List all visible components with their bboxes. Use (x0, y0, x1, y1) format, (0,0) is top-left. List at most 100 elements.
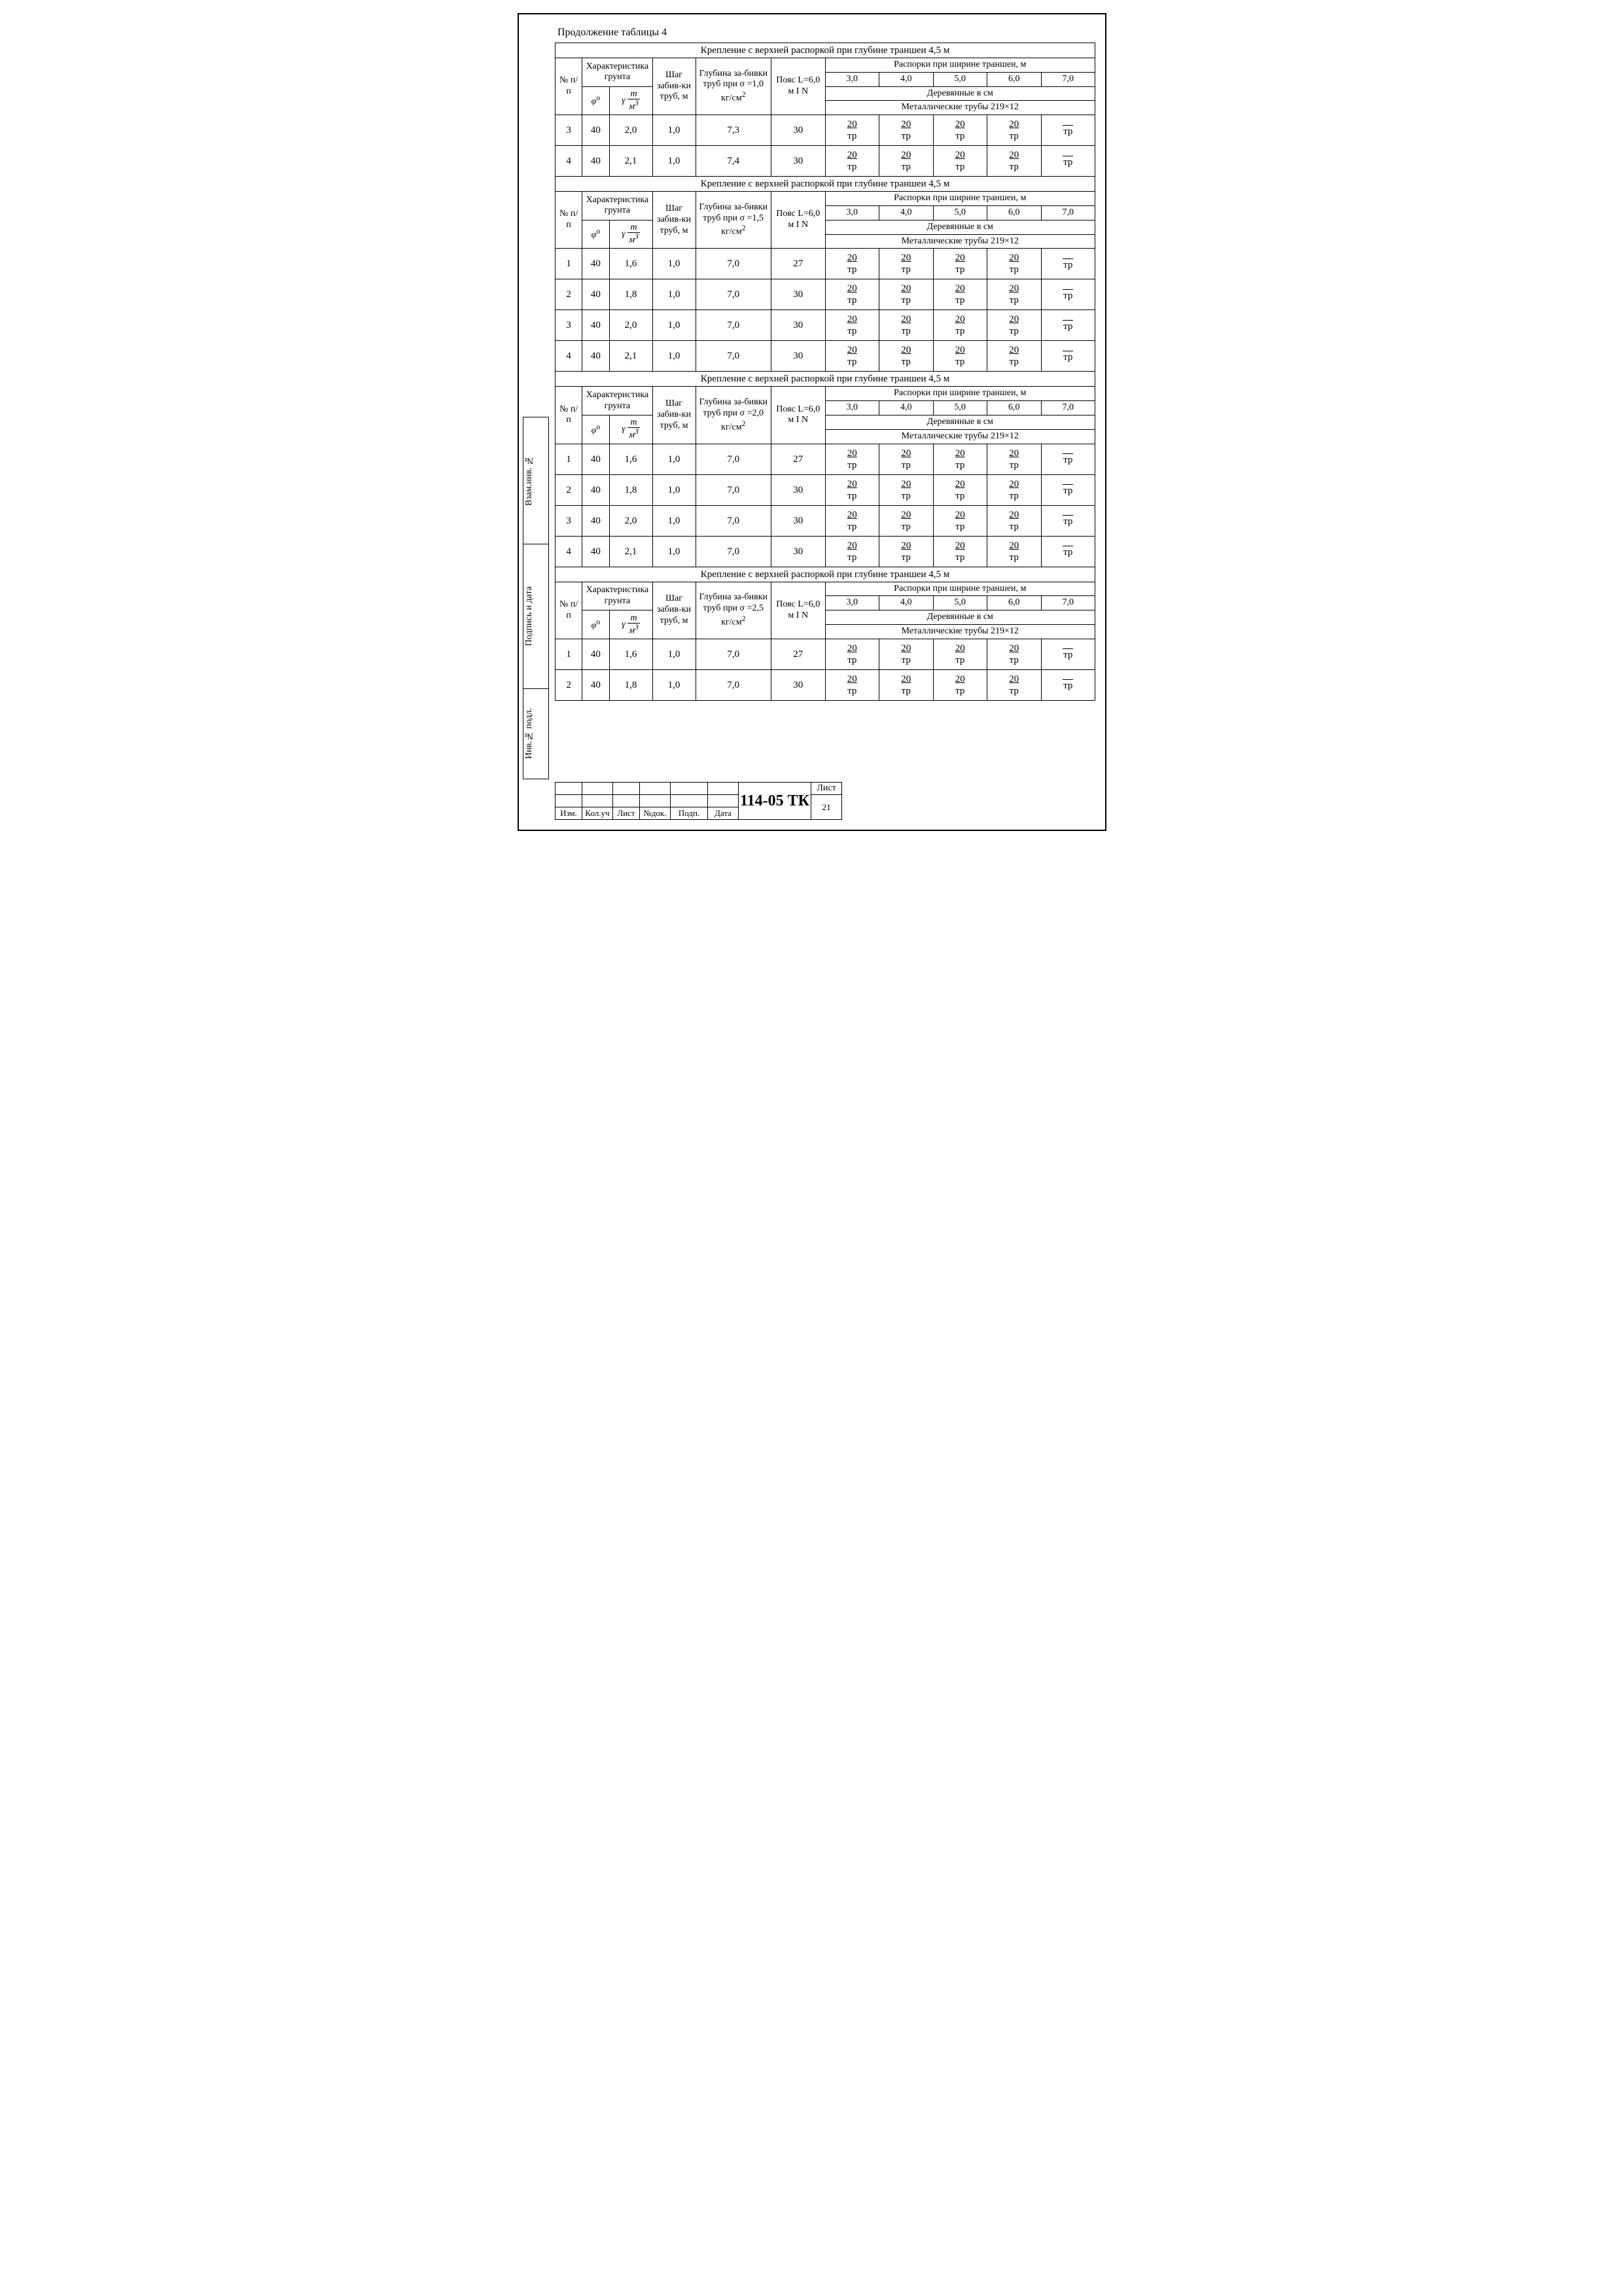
strut-cell: 20тр (879, 474, 934, 505)
strut-cell: 20тр (879, 310, 934, 341)
strut-cell: тр (1041, 474, 1095, 505)
strut-cell: тр (1041, 279, 1095, 310)
cell-phi: 40 (582, 505, 609, 536)
hdr-width: 5,0 (933, 72, 987, 86)
cell-phi: 40 (582, 146, 609, 177)
cell-depth: 7,0 (696, 474, 771, 505)
cell-n: 2 (556, 474, 582, 505)
hdr-width: 5,0 (933, 205, 987, 220)
cell-gamma: 1,8 (609, 669, 652, 700)
cell-depth: 7,3 (696, 115, 771, 146)
cell-phi: 40 (582, 279, 609, 310)
hdr-gamma: γ mм3 (609, 415, 652, 444)
strut-cell: 20тр (933, 474, 987, 505)
cell-n: 2 (556, 279, 582, 310)
hdr-width: 5,0 (933, 596, 987, 610)
cell-phi: 40 (582, 536, 609, 567)
hdr-width: 3,0 (825, 72, 879, 86)
cell-belt: 30 (771, 474, 826, 505)
hdr-gamma: γ mм3 (609, 220, 652, 249)
hdr-width: 6,0 (987, 205, 1042, 220)
strut-cell: 20тр (933, 639, 987, 669)
sheet-label: Лист (811, 783, 842, 795)
hdr-width: 6,0 (987, 596, 1042, 610)
cell-depth: 7,0 (696, 310, 771, 341)
strut-cell: 20тр (825, 505, 879, 536)
strut-cell: 20тр (825, 669, 879, 700)
hdr-npp: № п/п (556, 192, 582, 249)
strut-cell: 20тр (879, 505, 934, 536)
strut-cell: 20тр (933, 115, 987, 146)
main-table: Крепление с верхней распоркой при глубин… (555, 43, 1095, 701)
cell-belt: 30 (771, 115, 826, 146)
cell-depth: 7,0 (696, 341, 771, 372)
cell-depth: 7,0 (696, 669, 771, 700)
strut-cell: тр (1041, 505, 1095, 536)
hdr-gamma: γ mм3 (609, 86, 652, 115)
hdr-phi: φo (582, 415, 609, 444)
strut-cell: 20тр (987, 146, 1042, 177)
cell-n: 1 (556, 639, 582, 669)
cell-step: 1,0 (652, 474, 696, 505)
strut-cell: 20тр (825, 249, 879, 279)
hdr-phi: φo (582, 220, 609, 249)
section-title: Крепление с верхней распоркой при глубин… (556, 372, 1095, 387)
hdr-width: 4,0 (879, 401, 934, 415)
hdr-phi: φo (582, 86, 609, 115)
hdr-struts: Распорки при ширине траншеи, м (825, 582, 1095, 596)
strut-cell: 20тр (933, 310, 987, 341)
side-labels: Инв.№ подл.Подпись и датаВзам.инв. № (523, 417, 549, 779)
hdr-width: 4,0 (879, 72, 934, 86)
hdr-metal: Металлические трубы 219×12 (825, 234, 1095, 249)
hdr-depth: Глубина за-бивки труб при σ =2,5 кг/см2 (696, 582, 771, 639)
cell-n: 1 (556, 249, 582, 279)
hdr-npp: № п/п (556, 387, 582, 444)
tb-col: Подп. (671, 807, 708, 820)
strut-cell: тр (1041, 444, 1095, 474)
cell-phi: 40 (582, 444, 609, 474)
doc-number: 114-05 ТК (739, 783, 811, 820)
hdr-soil: Характеристика грунта (582, 387, 652, 415)
cell-depth: 7,0 (696, 536, 771, 567)
strut-cell: 20тр (933, 505, 987, 536)
hdr-wood: Деревянные в см (825, 220, 1095, 234)
cell-step: 1,0 (652, 536, 696, 567)
strut-cell: 20тр (825, 639, 879, 669)
strut-cell: 20тр (879, 279, 934, 310)
hdr-struts: Распорки при ширине траншеи, м (825, 192, 1095, 206)
strut-cell: 20тр (933, 279, 987, 310)
cell-gamma: 1,6 (609, 444, 652, 474)
cell-step: 1,0 (652, 341, 696, 372)
hdr-width: 7,0 (1041, 205, 1095, 220)
strut-cell: тр (1041, 146, 1095, 177)
strut-cell: 20тр (879, 536, 934, 567)
strut-cell: 20тр (933, 444, 987, 474)
side-label: Инв.№ подл. (524, 704, 535, 763)
hdr-depth: Глубина за-бивки труб при σ =2,0 кг/см2 (696, 387, 771, 444)
strut-cell: 20тр (825, 146, 879, 177)
strut-cell: 20тр (987, 505, 1042, 536)
strut-cell: 20тр (825, 341, 879, 372)
side-label: Подпись и дата (524, 582, 535, 650)
strut-cell: 20тр (825, 444, 879, 474)
cell-depth: 7,0 (696, 639, 771, 669)
cell-gamma: 2,1 (609, 536, 652, 567)
cell-phi: 40 (582, 639, 609, 669)
cell-phi: 40 (582, 341, 609, 372)
hdr-npp: № п/п (556, 582, 582, 639)
strut-cell: 20тр (987, 115, 1042, 146)
cell-depth: 7,0 (696, 279, 771, 310)
strut-cell: 20тр (933, 341, 987, 372)
cell-gamma: 2,0 (609, 310, 652, 341)
hdr-metal: Металлические трубы 219×12 (825, 429, 1095, 444)
hdr-width: 3,0 (825, 401, 879, 415)
strut-cell: 20тр (987, 536, 1042, 567)
strut-cell: 20тр (987, 279, 1042, 310)
cell-gamma: 2,1 (609, 341, 652, 372)
tb-col: Кол.уч (582, 807, 613, 820)
cell-phi: 40 (582, 115, 609, 146)
strut-cell: 20тр (879, 669, 934, 700)
hdr-width: 7,0 (1041, 72, 1095, 86)
hdr-step: Шаг забив-ки труб, м (652, 192, 696, 249)
strut-cell: 20тр (825, 310, 879, 341)
